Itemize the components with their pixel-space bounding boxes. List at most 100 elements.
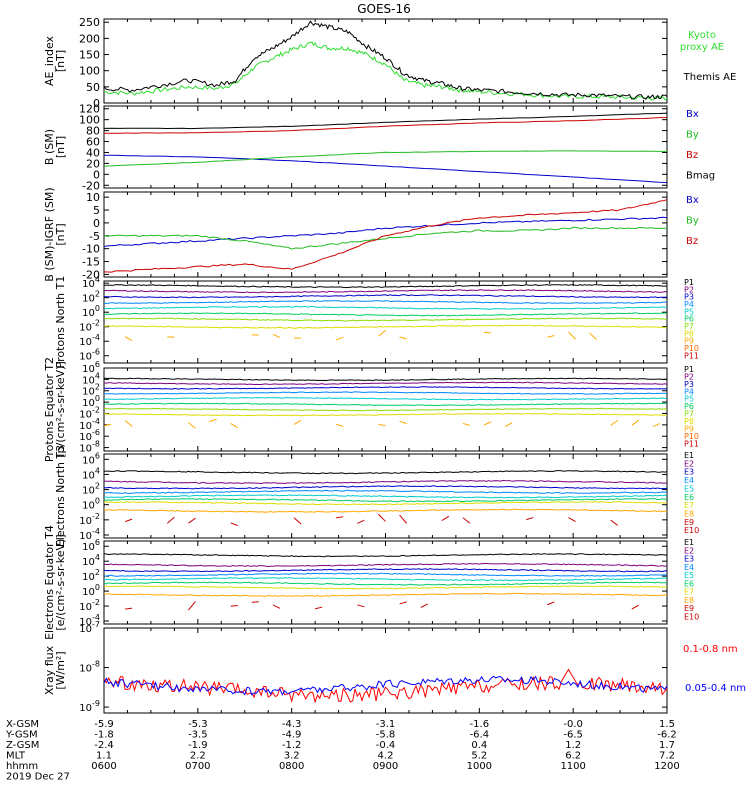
series-line-p9 [378, 330, 386, 337]
y-tick-label: 10-2 [79, 512, 100, 527]
legend-entry: Themis AE [683, 72, 737, 83]
footer-value: 4.2 [378, 751, 394, 762]
legend-entry: P2 [684, 372, 694, 381]
y-axis-label: Xray flux [43, 645, 56, 695]
legend: Bx By Bz [686, 195, 699, 247]
series-line-p6 [103, 312, 668, 317]
series-line-p3 [103, 386, 668, 390]
series-line-e2 [103, 479, 668, 485]
legend-entry: By [686, 216, 699, 227]
y-tick-label: 250 [79, 16, 100, 29]
series-line-e1 [103, 470, 668, 475]
series-line-e9 [568, 517, 576, 522]
legend-entry: By [686, 130, 699, 141]
series-line-e8 [103, 592, 668, 597]
legend-entry: Bx [686, 195, 699, 206]
series-line-e9 [188, 601, 196, 611]
legend-entry: E10 [684, 526, 699, 535]
footer-value: 1.2 [565, 740, 581, 751]
legend-entry: Kyoto [688, 30, 716, 41]
y-tick-label: 80 [86, 125, 100, 138]
legend-entry: E8 [684, 596, 694, 605]
series-line-p5 [104, 396, 668, 401]
y-axis-label: [nT] [54, 136, 67, 158]
y-tick-label: 104 [82, 553, 100, 568]
y-tick-label: 102 [82, 568, 100, 583]
series-line-p8 [104, 412, 668, 417]
series-line-e9 [251, 601, 259, 603]
legend-entry: P10 [684, 344, 699, 353]
y-tick-label: 10-2 [79, 319, 100, 334]
series-line-e9 [125, 607, 133, 610]
series-line-p9 [568, 331, 576, 340]
legend-entry: P6 [684, 402, 694, 411]
footer-value: 6.2 [565, 751, 581, 762]
series-line-e9 [610, 519, 619, 526]
footer-value: 2.2 [190, 751, 206, 762]
legend-entry: P9 [684, 424, 694, 433]
y-tick-label: 100 [79, 114, 100, 127]
legend-entry: E5 [684, 484, 694, 493]
footer-value: -6.4 [470, 730, 490, 741]
footer-value: 1200 [654, 761, 679, 772]
legend-entry: Bz [686, 150, 698, 161]
series-line-themis-ae [103, 20, 668, 100]
y-tick-label: 104 [82, 466, 100, 481]
series-line-bx [103, 154, 668, 183]
y-tick-label: -20 [82, 268, 100, 281]
y-tick-label: 10-4 [79, 333, 100, 348]
y-tick-label: 40 [86, 146, 100, 159]
y-axis-label: [e/(cm²-s-sr-keV)] [54, 534, 67, 630]
y-tick-label: 50 [86, 81, 100, 94]
series-line-p9 [399, 420, 407, 424]
y-tick-label: 100 [82, 497, 100, 512]
legend-entry: E5 [684, 571, 694, 580]
series-line-p1 [103, 377, 667, 382]
series-line-p9 [336, 336, 344, 341]
series-line-e9 [399, 601, 407, 605]
y-tick-label: 120 [79, 103, 100, 116]
legend-entry: 0.1-0.8 nm [683, 644, 738, 655]
y-tick-label: 100 [82, 583, 100, 598]
footer-value: -4.3 [282, 719, 302, 730]
series-line-e1 [103, 553, 668, 558]
y-tick-label: 102 [82, 482, 100, 497]
series-line-by [103, 150, 667, 167]
series-line-e5 [103, 577, 667, 582]
legend-entry: E3 [684, 468, 694, 477]
series-line-p2 [103, 289, 668, 294]
footer-value: -0.4 [376, 740, 396, 751]
series-line-e9 [631, 604, 640, 610]
legend: Bx By Bz Bmag [686, 109, 715, 182]
series-line-p9 [483, 331, 492, 334]
series-line-e9 [230, 522, 238, 526]
series-line-p4 [103, 391, 668, 395]
y-tick-label: -15 [82, 256, 100, 269]
legend-entry: P1 [684, 278, 694, 287]
series-line-p9 [378, 423, 386, 427]
series-line-0-05-0-4-nm [103, 675, 668, 696]
series-line-p5 [103, 305, 668, 310]
series-line-p9 [610, 420, 619, 426]
legend-entry: E4 [684, 476, 694, 485]
footer-value: -6.2 [657, 730, 677, 741]
y-axis-label: B (SM) [43, 129, 56, 165]
legend-entry: P9 [684, 337, 694, 346]
series-line-e9 [399, 514, 407, 524]
series-line-e4 [103, 572, 668, 577]
y-tick-label: -20 [82, 179, 100, 192]
footer-row-label: Y-GSM [5, 730, 38, 741]
footer-value: 0700 [185, 761, 210, 772]
series-line-bmag [103, 112, 668, 130]
legend-entry: P11 [684, 439, 699, 448]
legend-entry: P6 [684, 315, 694, 324]
footer-value: 1.5 [659, 719, 675, 730]
legend-entry: Bz [686, 236, 698, 247]
series-line-e7 [103, 501, 667, 506]
legend-entry: Bmag [686, 171, 715, 182]
y-axis-label: Electrons Equator T4 [43, 525, 56, 640]
footer-value: -1.6 [470, 719, 490, 730]
